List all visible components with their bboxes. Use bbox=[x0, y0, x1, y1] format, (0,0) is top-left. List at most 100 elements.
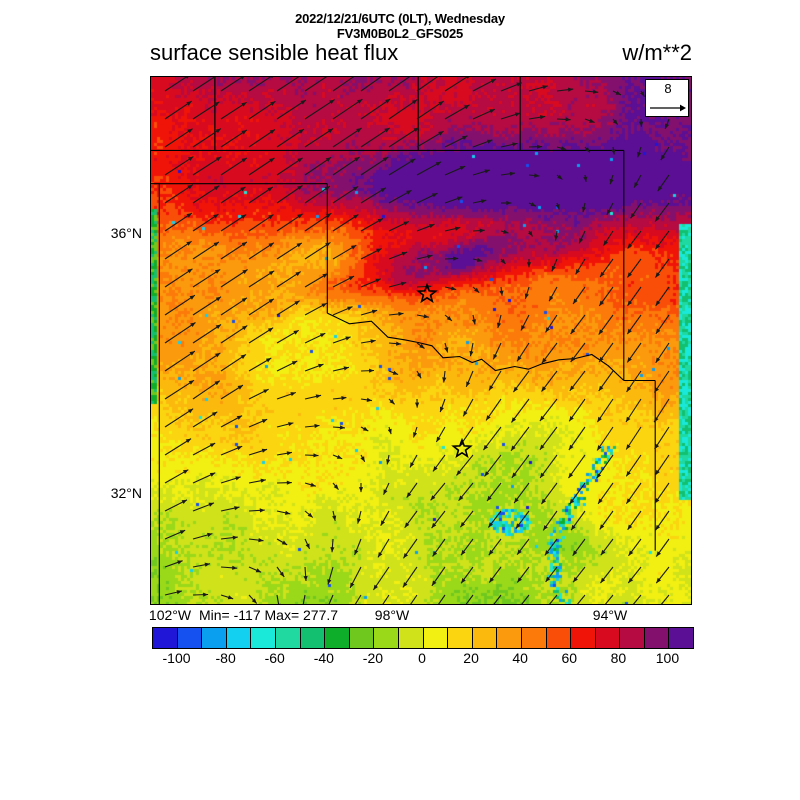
wind-vector-head bbox=[628, 577, 634, 583]
wind-vector-head bbox=[373, 584, 378, 590]
wind-vector bbox=[354, 594, 362, 604]
colorbar-band bbox=[472, 628, 498, 648]
wind-vector-head bbox=[398, 311, 404, 316]
wind-vector-head bbox=[438, 131, 444, 136]
wind-vector-head bbox=[297, 185, 303, 190]
wind-vector-head bbox=[597, 416, 602, 423]
wind-vector-head bbox=[406, 190, 412, 195]
wind-vector-head bbox=[517, 549, 522, 555]
wind-vector-head bbox=[286, 480, 292, 485]
wind-vector-head bbox=[255, 568, 262, 573]
wind-vector-head bbox=[286, 451, 292, 456]
wind-vector-head bbox=[176, 590, 182, 595]
wind-vector-head bbox=[318, 363, 324, 368]
wind-vector-head bbox=[209, 472, 216, 477]
wind-vector-head bbox=[377, 218, 383, 223]
wind-vector bbox=[444, 77, 468, 92]
wind-vector-head bbox=[186, 101, 192, 106]
wind-vector-head bbox=[557, 174, 563, 180]
lon-label-102w: 102°W bbox=[148, 607, 192, 623]
wind-vector bbox=[164, 322, 196, 344]
wind-vector-head bbox=[570, 328, 576, 334]
wind-vector-head bbox=[457, 196, 463, 201]
wind-vector-head bbox=[376, 248, 382, 253]
wind-vector-head bbox=[463, 410, 468, 417]
wind-vector bbox=[332, 98, 363, 120]
wind-vector-head bbox=[260, 478, 266, 483]
heat-flux-field bbox=[151, 77, 691, 604]
wind-vector bbox=[388, 99, 418, 120]
wind-vector-head bbox=[412, 99, 418, 105]
wind-vector-head bbox=[450, 286, 457, 291]
wind-vector bbox=[164, 350, 196, 372]
wind-vector-head bbox=[186, 241, 192, 246]
wind-vector-head bbox=[375, 278, 381, 283]
wind-vector-head bbox=[236, 415, 243, 420]
wind-vector-head bbox=[389, 399, 395, 405]
wind-vector-head bbox=[637, 151, 642, 158]
wind-vector-head bbox=[514, 112, 521, 117]
wind-vector-head bbox=[288, 422, 294, 427]
wind-vector-head bbox=[512, 142, 518, 147]
wind-vector-head bbox=[187, 268, 193, 274]
wind-vector-head bbox=[579, 238, 584, 244]
wind-vector-head bbox=[657, 185, 663, 192]
map-plot-area[interactable]: 8 bbox=[150, 76, 692, 605]
wind-vector-head bbox=[227, 595, 234, 600]
wind-vector-head bbox=[461, 578, 466, 584]
wind-vector-head bbox=[570, 356, 576, 362]
wind-vector-head bbox=[267, 187, 273, 192]
wind-vector-head bbox=[369, 368, 374, 373]
wind-vector-head bbox=[453, 256, 459, 261]
wind-vector-head bbox=[598, 329, 604, 335]
wind-vector-head bbox=[207, 532, 213, 537]
wind-vector-head bbox=[383, 489, 388, 495]
wind-vector-head bbox=[215, 156, 222, 162]
colorbar-band bbox=[153, 628, 178, 648]
wind-vector-head bbox=[313, 453, 319, 458]
wind-vector-head bbox=[348, 276, 355, 281]
wind-vector-head bbox=[524, 293, 529, 299]
wind-vector bbox=[332, 156, 360, 176]
colorbar-band bbox=[251, 628, 276, 648]
wind-vector-head bbox=[628, 550, 634, 556]
wind-vector-head bbox=[385, 98, 391, 104]
wind-vector-head bbox=[488, 522, 494, 528]
wind-vector-head bbox=[432, 551, 438, 557]
wind-vector-head bbox=[612, 119, 618, 125]
wind-vector-head bbox=[534, 173, 540, 178]
wind-vector-head bbox=[242, 325, 248, 331]
wind-vector bbox=[164, 77, 188, 92]
arrow-right-icon bbox=[650, 104, 686, 112]
wind-vector bbox=[276, 77, 300, 92]
wind-vector-head bbox=[281, 540, 288, 545]
wind-vector-head bbox=[627, 300, 633, 306]
wind-vector-head bbox=[541, 386, 547, 392]
lat-label-36n: 36°N bbox=[110, 225, 142, 241]
wind-vector-head bbox=[188, 156, 194, 161]
colorbar-band bbox=[448, 628, 473, 648]
wind-vector-head bbox=[305, 543, 310, 549]
wind-vector-head bbox=[236, 446, 243, 451]
wind-vector-head bbox=[271, 77, 273, 79]
wind-vector-head bbox=[284, 510, 291, 515]
wind-vector-head bbox=[603, 240, 608, 246]
wind-vector-head bbox=[322, 273, 328, 278]
wind-vector bbox=[416, 100, 445, 120]
wind-vector-head bbox=[476, 257, 483, 262]
wind-vector-head bbox=[268, 270, 275, 276]
wind-vector-head bbox=[489, 577, 494, 583]
wind-vector-head bbox=[493, 354, 498, 360]
wind-vector-head bbox=[290, 392, 296, 397]
wind-vector-head bbox=[187, 128, 193, 134]
wind-vector-head bbox=[433, 466, 438, 472]
wind-vector-head bbox=[466, 77, 470, 79]
wind-vector-head bbox=[406, 492, 412, 498]
wind-vector-head bbox=[573, 298, 578, 304]
wind-vector bbox=[493, 594, 502, 604]
wind-vector-field bbox=[164, 77, 671, 604]
wind-vector-head bbox=[569, 416, 574, 422]
colorbar-tick-label: 20 bbox=[463, 650, 479, 666]
wind-vector-head bbox=[540, 115, 546, 120]
wind-vector bbox=[248, 77, 272, 92]
